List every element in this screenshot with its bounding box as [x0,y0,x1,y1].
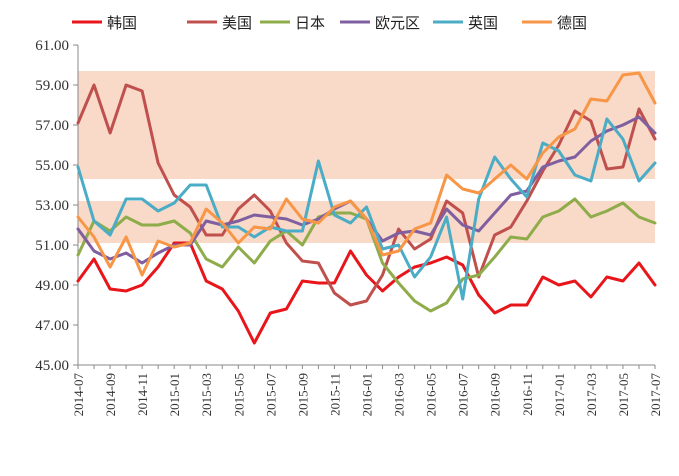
x-tick-label: 2016-09 [488,373,503,416]
x-tick-label: 2016-11 [520,373,535,416]
series-line-2 [76,83,657,307]
legend-label-2: 美国 [222,14,252,32]
legend-label-1: 韩国 [107,14,137,32]
y-tick-label: 45.00 [35,358,69,374]
x-tick-label: 2015-09 [295,373,310,416]
y-tick-label: 55.00 [35,158,69,174]
x-tick-label: 2015-07 [263,373,278,417]
y-tick-label: 57.00 [35,118,69,134]
x-tick-label: 2015-01 [167,373,182,416]
x-tick-label: 2014-09 [103,373,118,416]
x-tick-label: 2016-07 [456,373,471,417]
series-lines [76,71,657,345]
axes: 45.00 47.00 49.00 51.00 53.00 55.00 57.00 59.00… [35,38,663,416]
series-line-1 [76,241,657,345]
x-tick-label: 2015-03 [199,373,214,416]
y-tick-label: 53.00 [35,198,69,214]
x-tick-label: 2017-01 [552,373,567,416]
legend: 韩国 美国 日本 欧元区 英国 德国 [72,14,587,32]
legend-label-4: 欧元区 [375,14,420,32]
y-tick-label: 61.00 [35,38,69,54]
x-tick-label: 2014-07 [71,373,86,417]
y-tick-label: 49.00 [35,278,69,294]
x-tick-label: 2017-05 [616,373,631,416]
x-tick-label: 2016-03 [392,373,407,416]
x-tick-label: 2015-05 [231,373,246,416]
x-tick-label: 2016-05 [424,373,439,416]
x-tick-label: 2017-07 [648,373,663,417]
x-tick-label: 2015-11 [327,373,342,416]
x-tick-label: 2014-11 [135,373,150,416]
x-tick-label: 2016-01 [360,373,375,416]
x-tick-label: 2017-03 [584,373,599,416]
legend-label-5: 英国 [468,14,498,32]
legend-label-3: 日本 [295,14,325,32]
y-tick-label: 47.00 [35,318,69,334]
series-line-5 [76,117,657,301]
y-tick-label: 51.00 [35,238,69,254]
series-line-6 [76,71,657,277]
legend-label-6: 德国 [557,14,587,32]
y-tick-label: 59.00 [35,78,69,94]
